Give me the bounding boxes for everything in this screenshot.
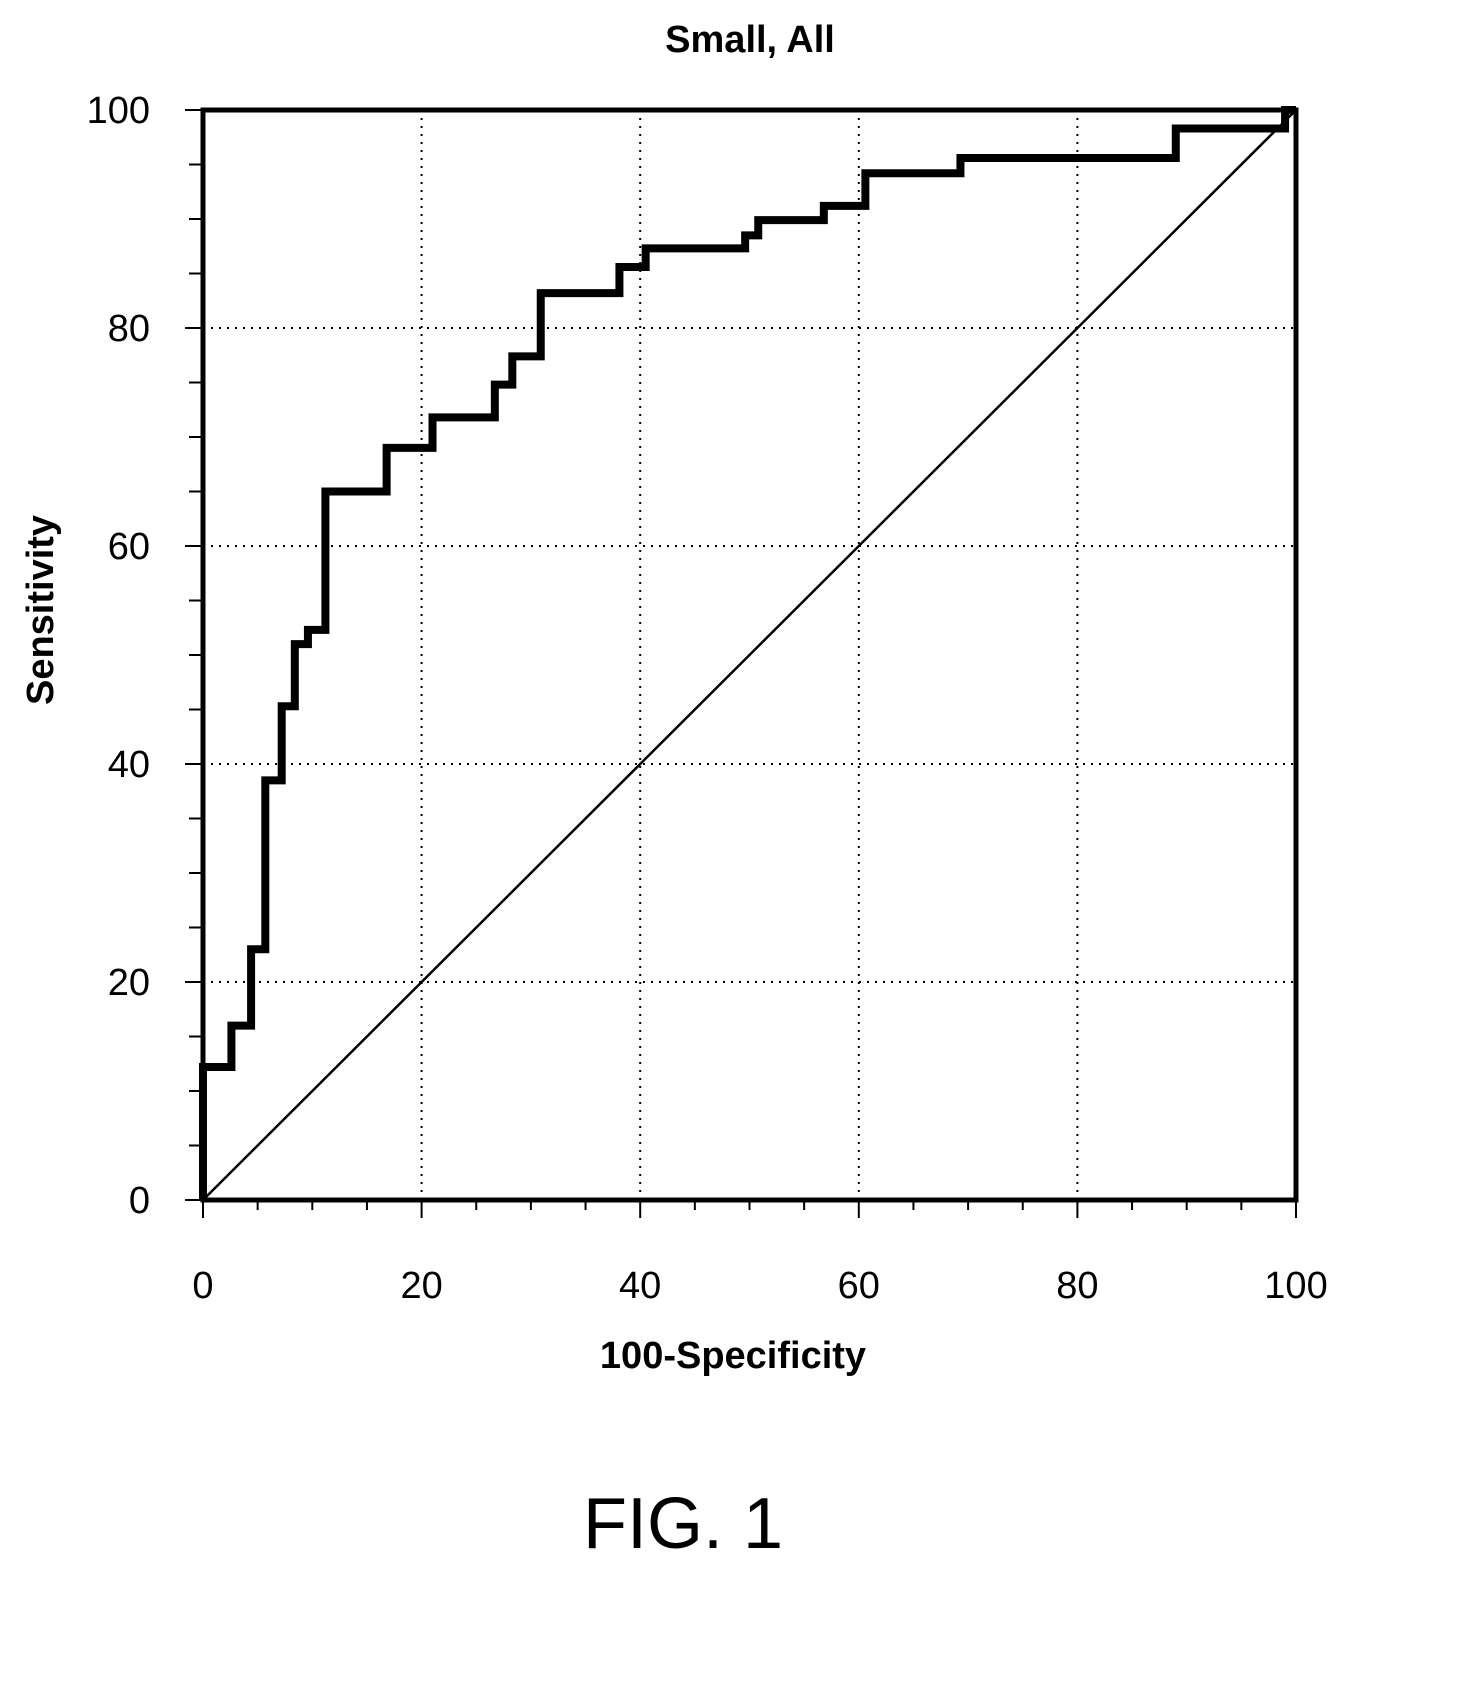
x-tick-labels: 0 20 40 60 80 100 <box>192 1265 1327 1307</box>
x-tick-label: 20 <box>400 1265 442 1307</box>
chart-title: Small, All <box>665 19 835 61</box>
x-tick-label: 100 <box>1264 1265 1327 1307</box>
y-tick-label: 20 <box>108 962 150 1004</box>
reference-line <box>203 110 1296 1200</box>
y-tick-label: 0 <box>129 1180 150 1222</box>
y-tick-label: 40 <box>108 744 150 786</box>
figure-caption: FIG. 1 <box>583 1484 783 1564</box>
x-tick-label: 80 <box>1056 1265 1098 1307</box>
y-tick-labels: 0 20 40 60 80 100 <box>87 90 150 1222</box>
y-tick-label: 60 <box>108 526 150 568</box>
x-tick-label: 0 <box>192 1265 213 1307</box>
y-axis-label: Sensitivity <box>20 515 62 705</box>
roc-chart: Small, All 0 20 40 60 80 100 0 20 40 60 80 100 100… <box>0 0 1459 1692</box>
x-axis-label: 100-Specificity <box>600 1335 866 1377</box>
y-tick-label: 80 <box>108 308 150 350</box>
x-tick-label: 40 <box>619 1265 661 1307</box>
y-tick-label: 100 <box>87 90 150 132</box>
x-tick-label: 60 <box>838 1265 880 1307</box>
series-layer <box>203 110 1296 1200</box>
